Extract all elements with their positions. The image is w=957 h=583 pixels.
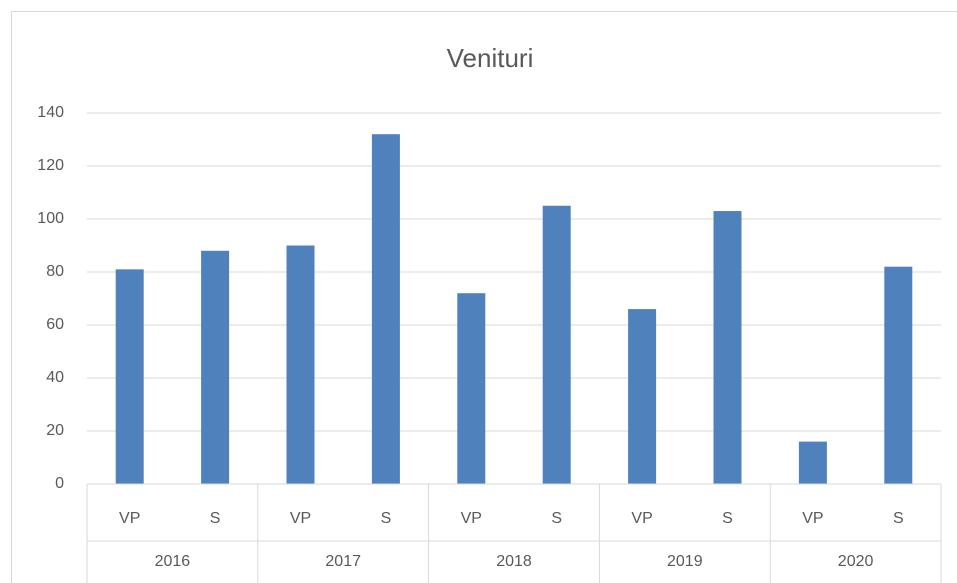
x-tick-label: S [210, 510, 221, 527]
y-tick-label: 60 [46, 316, 64, 333]
x-tick-label: VP [631, 510, 652, 527]
y-tick-label: 100 [37, 210, 64, 227]
x-tick-label: VP [461, 510, 482, 527]
y-tick-label: 120 [37, 157, 64, 174]
x-tick-label: VP [119, 510, 140, 527]
group-label: 2018 [496, 553, 532, 570]
bar [798, 441, 827, 484]
y-tick-label: 80 [46, 263, 64, 280]
x-tick-label: S [381, 510, 392, 527]
group-label: 2017 [325, 553, 361, 570]
bar [713, 211, 742, 485]
bar [201, 250, 230, 484]
y-tick-label: 20 [46, 422, 64, 439]
bar [115, 269, 144, 484]
x-tick-label: S [722, 510, 733, 527]
bar [371, 134, 400, 484]
group-label: 2019 [667, 553, 703, 570]
bar [542, 205, 571, 484]
x-tick-label: VP [290, 510, 311, 527]
group-label: 2020 [838, 553, 874, 570]
x-tick-label: S [893, 510, 904, 527]
y-tick-label: 40 [46, 369, 64, 386]
y-tick-label: 0 [55, 475, 64, 492]
bar [884, 266, 913, 484]
bar [286, 245, 315, 484]
bar [457, 293, 486, 484]
y-tick-label: 140 [37, 104, 64, 121]
x-tick-label: VP [802, 510, 823, 527]
bar [628, 309, 657, 484]
group-label: 2016 [155, 553, 191, 570]
chart-title: Venituri [447, 43, 534, 73]
x-tick-label: S [551, 510, 562, 527]
